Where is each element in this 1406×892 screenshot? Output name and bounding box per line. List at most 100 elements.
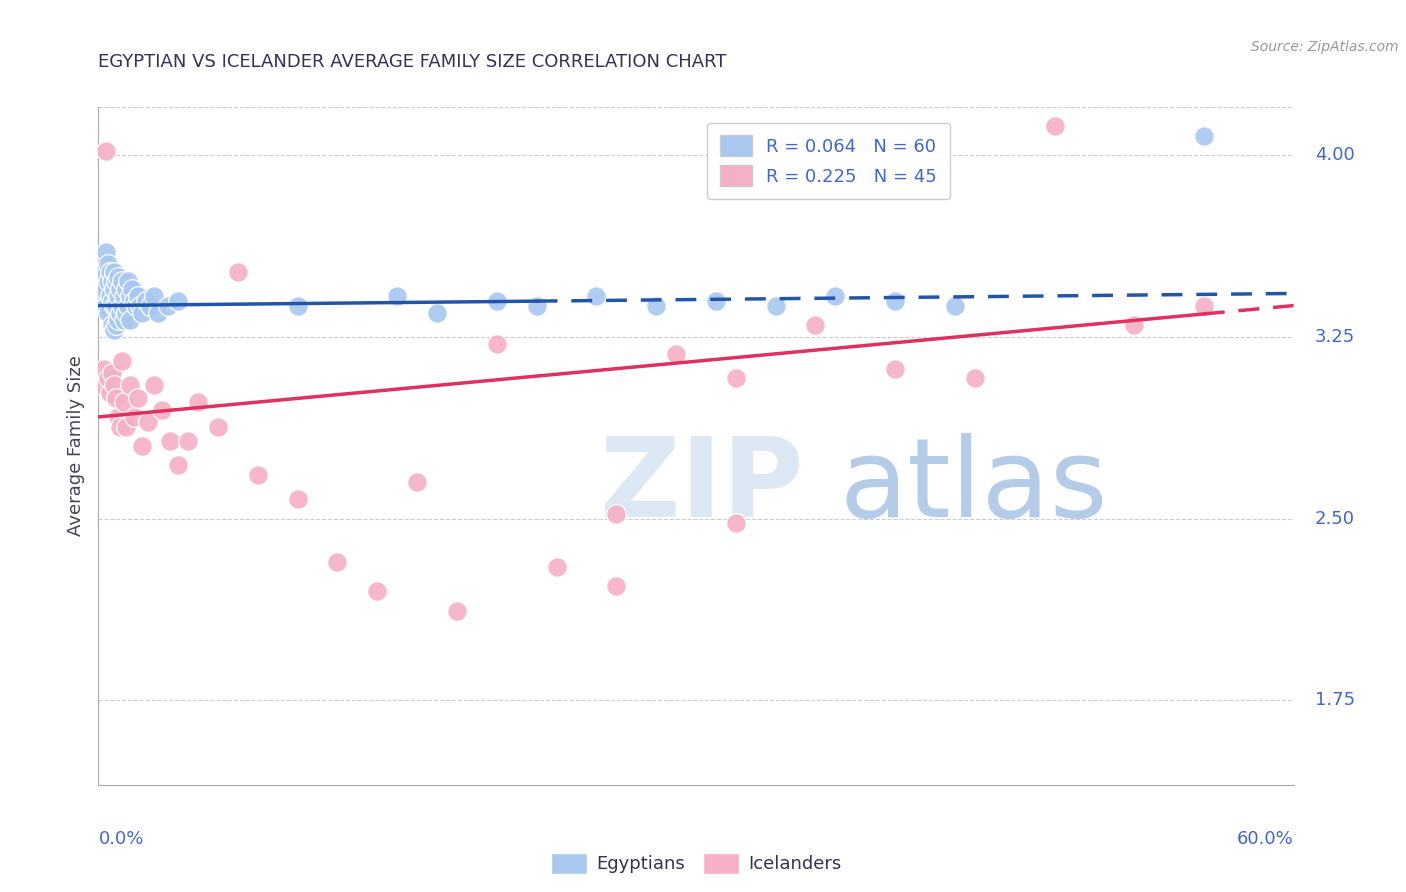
Point <box>159 434 181 449</box>
Point <box>110 282 132 296</box>
Point <box>111 299 134 313</box>
Point <box>804 318 827 332</box>
Point <box>143 378 166 392</box>
Point <box>884 293 907 308</box>
Point <box>115 419 138 434</box>
Point <box>129 299 152 313</box>
Point <box>943 299 966 313</box>
Point <box>101 274 124 288</box>
Point <box>131 306 153 320</box>
Point <box>131 439 153 453</box>
Point <box>120 313 142 327</box>
Point <box>101 293 124 308</box>
Text: 1.75: 1.75 <box>1315 691 1355 709</box>
Text: 4.00: 4.00 <box>1315 146 1354 164</box>
Point <box>93 282 115 296</box>
Point <box>326 555 349 569</box>
Point <box>91 378 114 392</box>
Point <box>101 318 124 332</box>
Text: 2.50: 2.50 <box>1315 509 1354 528</box>
Point <box>105 391 128 405</box>
Text: 3.25: 3.25 <box>1315 328 1355 346</box>
Point <box>103 265 125 279</box>
Point <box>117 299 139 313</box>
Point <box>96 245 118 260</box>
Point <box>97 274 120 288</box>
Point <box>124 409 146 424</box>
Point <box>103 323 125 337</box>
Point <box>107 313 129 327</box>
Point <box>139 299 162 313</box>
Point <box>98 289 122 303</box>
Point <box>1043 120 1066 134</box>
Point <box>665 347 688 361</box>
Point <box>107 409 129 424</box>
Point <box>187 395 209 409</box>
Point <box>1192 299 1215 313</box>
Text: EGYPTIAN VS ICELANDER AVERAGE FAMILY SIZE CORRELATION CHART: EGYPTIAN VS ICELANDER AVERAGE FAMILY SIZ… <box>98 54 727 71</box>
Point <box>605 507 627 521</box>
Point <box>167 458 190 473</box>
Point <box>110 306 132 320</box>
Point <box>127 289 149 303</box>
Point <box>485 337 508 351</box>
Point <box>91 293 114 308</box>
Point <box>107 269 129 284</box>
Point <box>105 318 128 332</box>
Point <box>157 299 180 313</box>
Point <box>105 274 128 288</box>
Point <box>93 361 115 376</box>
Point <box>125 299 148 313</box>
Point <box>148 306 170 320</box>
Point <box>127 391 149 405</box>
Point <box>121 282 143 296</box>
Point <box>150 402 173 417</box>
Point <box>426 306 449 320</box>
Text: atlas: atlas <box>839 434 1108 541</box>
Point <box>963 371 986 385</box>
Point <box>115 306 138 320</box>
Point <box>226 265 249 279</box>
Point <box>97 257 120 271</box>
Point <box>98 385 122 400</box>
Point <box>287 492 309 507</box>
Point <box>724 371 747 385</box>
Point <box>93 269 115 284</box>
Point <box>96 299 118 313</box>
Point <box>526 299 548 313</box>
Point <box>177 434 200 449</box>
Point <box>98 265 122 279</box>
Point <box>485 293 508 308</box>
Legend: R = 0.064   N = 60, R = 0.225   N = 45: R = 0.064 N = 60, R = 0.225 N = 45 <box>707 123 950 199</box>
Point <box>103 378 125 392</box>
Point <box>112 289 135 303</box>
Point <box>246 468 269 483</box>
Point <box>103 282 125 296</box>
Point <box>110 419 132 434</box>
Point <box>385 289 409 303</box>
Point <box>1123 318 1146 332</box>
Point <box>546 560 568 574</box>
Point <box>1192 129 1215 144</box>
Point <box>884 361 907 376</box>
Point <box>704 293 727 308</box>
Point <box>207 419 229 434</box>
Point <box>105 299 128 313</box>
Point <box>406 475 429 490</box>
Point <box>120 378 142 392</box>
Point <box>112 395 135 409</box>
Point <box>120 289 142 303</box>
Point <box>366 584 388 599</box>
Point <box>101 367 124 381</box>
Point <box>103 299 125 313</box>
Point <box>97 371 120 385</box>
Point <box>824 289 846 303</box>
Point <box>136 415 159 429</box>
Point <box>107 289 129 303</box>
Point <box>287 299 309 313</box>
Point <box>446 604 468 618</box>
Point <box>111 354 134 368</box>
Point <box>724 516 747 531</box>
Point <box>585 289 607 303</box>
Point <box>111 274 134 288</box>
